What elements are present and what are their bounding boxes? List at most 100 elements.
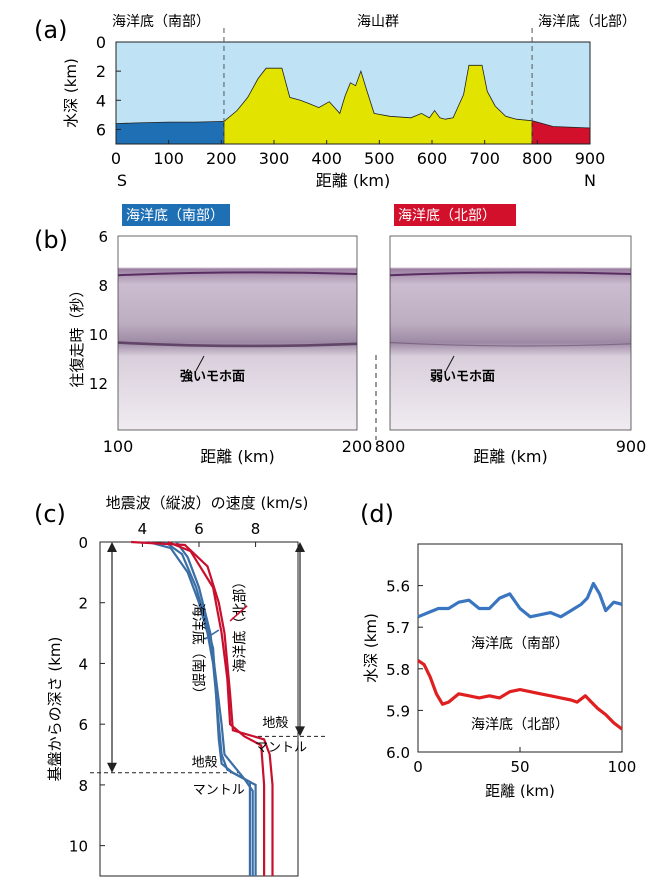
panel-b-letter: (b)	[34, 226, 68, 254]
moho-reflector-0	[117, 341, 358, 348]
xtick-label-800: 800	[522, 149, 553, 168]
xtick-label-600: 600	[417, 149, 448, 168]
south-seafloor-area	[115, 120, 225, 145]
label-south-curves: 海洋底（南部）	[189, 603, 205, 701]
section-frame-1	[389, 235, 632, 431]
xtick-label-0: 0	[111, 149, 121, 168]
label-crust-north: 地殻	[262, 716, 288, 731]
section-xlabel-0: 距離 (km)	[200, 447, 274, 466]
y-axis-label: 基盤からの深さ (km)	[46, 637, 64, 782]
ytick-label-8: 8	[98, 277, 108, 295]
ytick-label-10: 10	[69, 838, 88, 856]
series-label-north: 海洋底（北部）	[471, 717, 569, 733]
x-axis-label: 地震波（縦波）の速度 (km/s)	[106, 494, 309, 512]
ytick-label-2: 2	[96, 62, 106, 81]
xtick-label-4: 4	[138, 520, 148, 538]
ytick-label-12: 12	[89, 375, 108, 393]
crust-arrow-north-head-top	[295, 542, 305, 552]
xtick-label-100: 100	[608, 758, 637, 776]
ytick-label-4: 4	[96, 91, 106, 110]
ytick-label-2: 2	[78, 595, 88, 613]
section-title-box-0	[122, 204, 230, 226]
depth-line-1	[417, 659, 623, 731]
panel-c: (c) 地震波（縦波）の速度 (km/s) 4 6 8 0 2 4 6 8 10 基盤からの深さ (…	[34, 494, 326, 877]
ytick-label-5.6: 5.6	[386, 578, 410, 596]
y-axis-label: 水深 (km)	[62, 58, 80, 128]
ytick-label-5.8: 5.8	[386, 661, 410, 679]
crust-arrow-south-head-bottom	[107, 762, 117, 773]
xtick-label-700: 700	[469, 149, 500, 168]
crust-arrow-south-head-top	[107, 542, 117, 552]
label-north-curves: 海洋底（北部）	[232, 575, 248, 673]
y-axis-label: 水深 (km)	[362, 613, 380, 683]
ytick-label-6: 6	[98, 228, 108, 246]
moho-reflector-1	[389, 341, 632, 347]
ytick-label-6: 6	[78, 716, 88, 734]
label-mantle-north: マントル	[255, 741, 307, 756]
x-axis-label: 距離 (km)	[485, 782, 555, 800]
velocity-curve-south-1	[164, 541, 257, 876]
x-end-label-left: S	[117, 171, 127, 190]
panel-d: (d) 5.6 5.7 5.8 5.9 6.00 50 100 距離 (km) 水深 (km) 海…	[360, 500, 636, 800]
ytick-label-6: 6.0	[386, 744, 410, 762]
label-mantle-south: マントル	[193, 783, 245, 798]
seismic-section-0	[118, 236, 357, 430]
crust-arrow-north-head-bottom	[295, 726, 305, 737]
section-xtick-right-0: 200	[342, 437, 373, 456]
xtick-label-200: 200	[206, 149, 237, 168]
velocity-curve-north-4	[167, 540, 266, 876]
x-axis-label: 距離 (km)	[316, 171, 390, 190]
xtick-label-400: 400	[311, 149, 342, 168]
y-axis-label: 往復走時（秒）	[68, 282, 86, 387]
ytick-label-6: 6	[96, 120, 106, 139]
seamount-area	[223, 64, 533, 145]
xtick-label-900: 900	[575, 149, 606, 168]
panel-d-letter: (d)	[360, 500, 394, 528]
panel-a-letter: (a)	[34, 16, 67, 44]
section-xlabel-1: 距離 (km)	[473, 447, 547, 466]
xtick-label-300: 300	[259, 149, 290, 168]
label-crust-south: 地殻	[192, 756, 218, 771]
section-title-0: 海洋底（南部）	[126, 208, 224, 224]
annotation-arrow-0	[195, 355, 205, 371]
plot-frame	[115, 41, 591, 145]
annotation-arrow-1	[445, 355, 455, 371]
xtick-label-100: 100	[153, 149, 184, 168]
ytick-label-0: 0	[78, 534, 88, 552]
pointer-south	[204, 629, 220, 640]
xtick-label-500: 500	[364, 149, 395, 168]
x-end-label-right: N	[584, 171, 596, 190]
depth-line-0	[417, 581, 623, 619]
section-frame-0	[117, 235, 358, 431]
velocity-curve-south-2	[175, 541, 254, 876]
seafloor-reflector-0	[117, 271, 358, 277]
xtick-label-0: 0	[413, 758, 423, 776]
moho-annotation-0: 強いモホ面	[180, 369, 245, 385]
section-xtick-left-1: 800	[375, 437, 406, 456]
ytick-label-8: 8	[78, 777, 88, 795]
panel-b: (b) 海洋底（南部） 強いモホ面 100 200 距離 (km) 海洋底（北部） 弱いモホ…	[34, 204, 646, 466]
moho-annotation-1: 弱いモホ面	[430, 369, 495, 385]
region-label-south: 海洋底（南部）	[112, 14, 210, 30]
xtick-label-6: 6	[194, 520, 204, 538]
xtick-label-8: 8	[251, 520, 261, 538]
series-label-south: 海洋底（南部）	[471, 636, 569, 652]
pointer-north	[229, 605, 248, 622]
seafloor-reflector-1	[389, 271, 632, 277]
section-title-1: 海洋底（北部）	[398, 208, 496, 224]
section-xtick-right-1: 900	[616, 437, 647, 456]
section-title-box-1	[394, 204, 516, 226]
xtick-label-50: 50	[510, 758, 529, 776]
ytick-label-5.9: 5.9	[386, 702, 410, 720]
panel-c-letter: (c)	[34, 500, 66, 528]
plot-frame	[99, 541, 299, 877]
ytick-label-0: 0	[96, 33, 106, 52]
velocity-curve-north-3	[131, 540, 274, 876]
region-label-north: 海洋底（北部）	[538, 14, 636, 30]
ytick-label-10: 10	[89, 326, 108, 344]
section-xtick-left-0: 100	[103, 437, 134, 456]
ytick-label-5.7: 5.7	[386, 619, 410, 637]
seismic-section-1	[390, 236, 631, 430]
